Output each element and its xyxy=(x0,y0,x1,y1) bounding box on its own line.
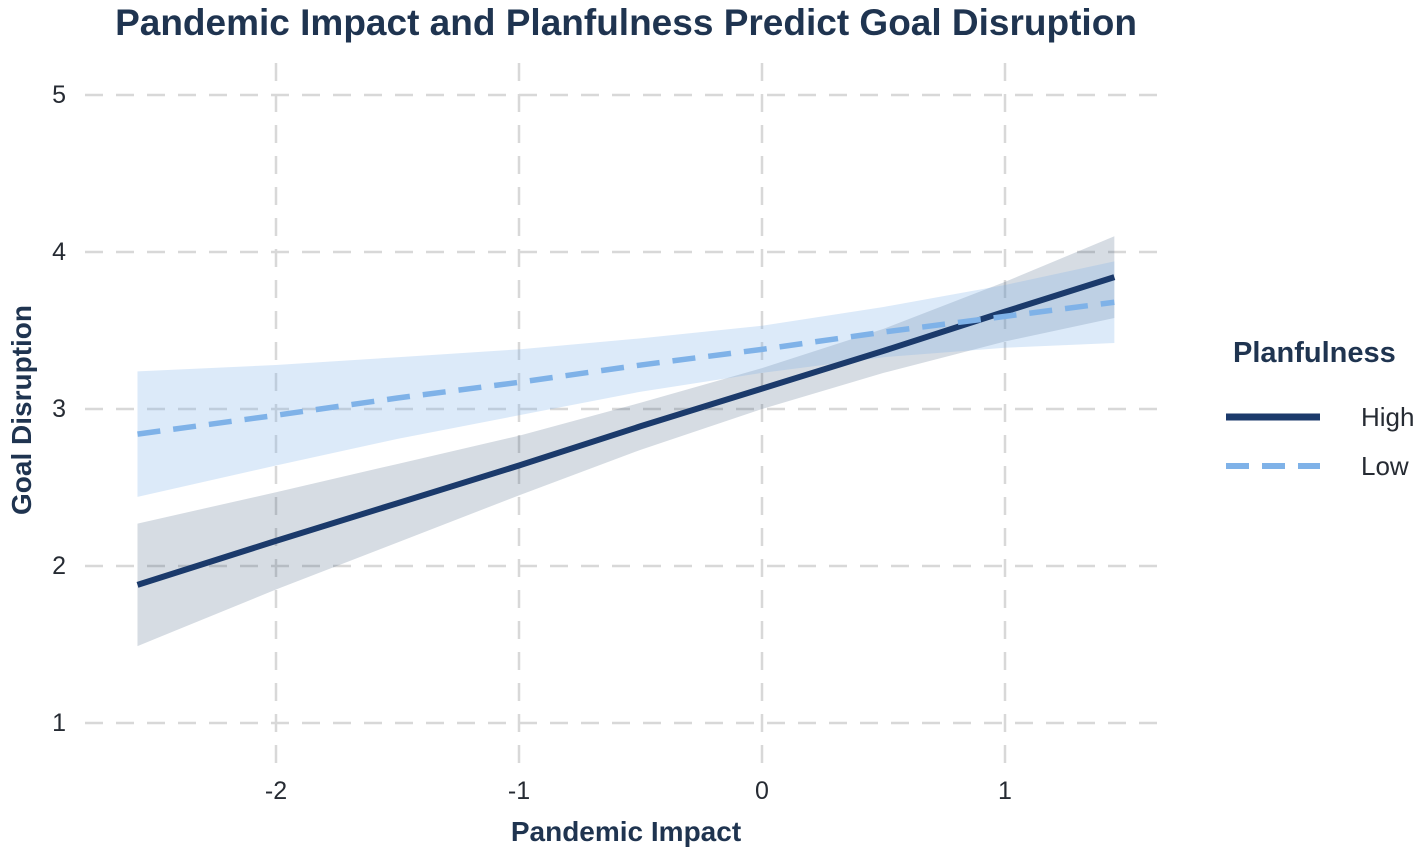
legend-item-label-low: Low xyxy=(1361,451,1409,481)
legend-title: Planfulness xyxy=(1233,337,1396,369)
legend: Planfulness High Low xyxy=(1225,336,1414,498)
legend-item-high: High xyxy=(1225,400,1414,434)
x-tick-label: -2 xyxy=(265,777,287,805)
high-line-swatch xyxy=(1226,413,1320,421)
legend-item-low: Low xyxy=(1225,449,1414,483)
ci-band-high xyxy=(137,236,1115,647)
chart-title: Pandemic Impact and Planfulness Predict … xyxy=(115,2,1137,43)
legend-item-label-high: High xyxy=(1361,402,1414,432)
ci-band-low xyxy=(137,261,1115,497)
y-tick-label: 5 xyxy=(52,81,66,109)
y-axis-label: Goal Disruption xyxy=(6,305,37,515)
y-tick-label: 2 xyxy=(52,552,66,580)
x-tick-label: 1 xyxy=(998,777,1012,805)
series-line-high xyxy=(136,274,1116,588)
x-axis-label: Pandemic Impact xyxy=(510,816,742,847)
series-line-low xyxy=(137,299,1115,437)
x-tick-label: -1 xyxy=(508,777,530,805)
low-line-swatch xyxy=(1226,463,1320,469)
y-tick-label: 4 xyxy=(52,238,66,266)
y-tick-label: 3 xyxy=(52,395,66,423)
x-tick-label: 0 xyxy=(755,777,769,805)
y-tick-label: 1 xyxy=(52,709,66,737)
